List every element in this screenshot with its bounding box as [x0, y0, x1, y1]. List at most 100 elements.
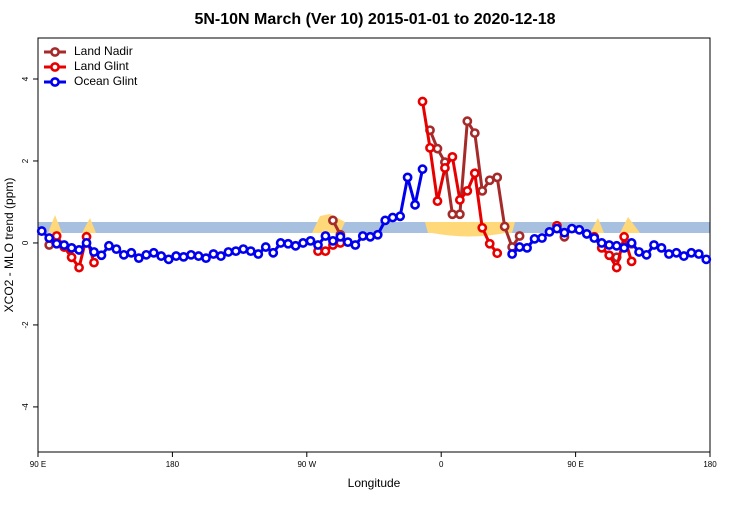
point — [305, 236, 316, 246]
point — [604, 240, 615, 250]
point — [693, 249, 704, 259]
point — [74, 245, 84, 255]
point — [634, 247, 644, 257]
point — [626, 238, 637, 248]
point — [201, 253, 211, 264]
x-tick-label: 0 — [439, 460, 444, 469]
point — [380, 215, 391, 226]
point — [89, 247, 99, 257]
point — [417, 164, 428, 175]
plot-frame — [37, 37, 711, 453]
point — [664, 249, 674, 259]
point — [619, 242, 630, 253]
x-tick-label: 90 E — [567, 460, 583, 469]
point — [701, 254, 712, 265]
point — [320, 231, 331, 241]
y-tick-label: -4 — [21, 403, 30, 411]
point — [81, 238, 92, 248]
point — [290, 240, 301, 251]
x-tick-label: 90 W — [297, 460, 316, 469]
y-tick-label: -2 — [21, 321, 30, 329]
x-tick-label: 180 — [703, 460, 717, 469]
legend-marker — [50, 47, 60, 57]
point — [96, 250, 107, 261]
point — [552, 223, 562, 234]
point — [372, 229, 383, 240]
point — [111, 244, 122, 254]
x-tick-label: 90 E — [30, 460, 46, 469]
point — [245, 246, 256, 257]
point — [611, 240, 622, 251]
point — [544, 226, 555, 237]
point — [589, 233, 600, 243]
point — [59, 240, 70, 250]
point — [178, 251, 189, 262]
legend-marker — [50, 77, 60, 87]
point — [447, 209, 458, 220]
point — [492, 248, 503, 259]
y-tick-label: 4 — [21, 76, 30, 81]
legend-label: Ocean Glint — [74, 74, 138, 88]
point — [641, 249, 652, 260]
point — [268, 247, 279, 258]
point — [238, 244, 249, 254]
point — [216, 251, 226, 261]
point — [574, 224, 585, 235]
point — [230, 246, 241, 257]
point — [417, 96, 428, 107]
chart-title: 5N-10N March (Ver 10) 2015-01-01 to 2020… — [194, 11, 555, 28]
point — [477, 222, 488, 233]
point — [208, 249, 219, 259]
point — [74, 262, 84, 273]
point — [253, 249, 264, 259]
point — [51, 238, 62, 249]
ocean-band — [38, 222, 710, 233]
point — [387, 212, 398, 223]
point — [66, 252, 77, 263]
point — [51, 231, 62, 241]
point — [328, 215, 338, 226]
point — [537, 233, 547, 243]
point — [171, 251, 182, 261]
point — [671, 247, 682, 258]
point — [141, 249, 152, 260]
x-tick-label: 180 — [166, 460, 180, 469]
point — [649, 240, 659, 250]
point — [357, 231, 368, 241]
point — [193, 251, 204, 261]
point — [484, 238, 495, 249]
point — [298, 238, 308, 248]
point — [454, 209, 465, 220]
point — [66, 242, 77, 253]
point — [156, 251, 167, 261]
point — [36, 226, 47, 236]
point — [529, 233, 540, 244]
point — [133, 253, 144, 264]
point — [283, 238, 294, 249]
point — [656, 242, 667, 253]
point — [223, 247, 234, 257]
land-region — [425, 222, 515, 237]
point — [499, 221, 510, 232]
point — [507, 249, 518, 259]
point — [514, 242, 525, 252]
point — [522, 242, 532, 253]
point — [462, 185, 473, 196]
point — [44, 233, 55, 243]
point — [275, 238, 286, 248]
point — [678, 251, 689, 261]
point — [425, 142, 435, 153]
y-tick-label: 0 — [21, 240, 30, 245]
point — [313, 240, 323, 250]
y-tick-label: 2 — [21, 158, 30, 163]
point — [454, 195, 465, 205]
background-band — [38, 214, 710, 237]
point — [686, 247, 697, 258]
point — [328, 236, 338, 246]
point — [566, 223, 577, 234]
point — [559, 227, 570, 238]
point — [469, 128, 480, 138]
point — [118, 249, 129, 260]
point — [581, 229, 592, 239]
point — [410, 199, 420, 210]
